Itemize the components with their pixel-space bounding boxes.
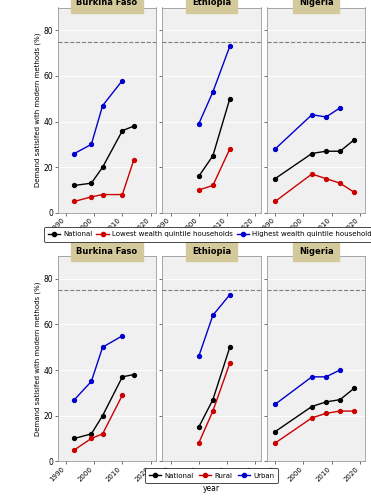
Title: Nigeria: Nigeria: [299, 0, 334, 8]
Y-axis label: Demand satisifed with modern methods (%): Demand satisifed with modern methods (%): [34, 282, 41, 436]
Y-axis label: Demand satisifed with modern methods (%): Demand satisifed with modern methods (%): [34, 33, 41, 188]
X-axis label: year: year: [203, 236, 220, 244]
Title: Burkina Faso: Burkina Faso: [76, 0, 137, 8]
Title: Burkina Faso: Burkina Faso: [76, 247, 137, 256]
X-axis label: year: year: [203, 484, 220, 493]
Legend: National, Lowest wealth quintile households, Highest wealth quintile households: National, Lowest wealth quintile househo…: [43, 227, 371, 242]
Title: Nigeria: Nigeria: [299, 247, 334, 256]
Legend: National, Rural, Urban: National, Rural, Urban: [145, 468, 278, 483]
Title: Ethiopia: Ethiopia: [192, 247, 231, 256]
Title: Ethiopia: Ethiopia: [192, 0, 231, 8]
